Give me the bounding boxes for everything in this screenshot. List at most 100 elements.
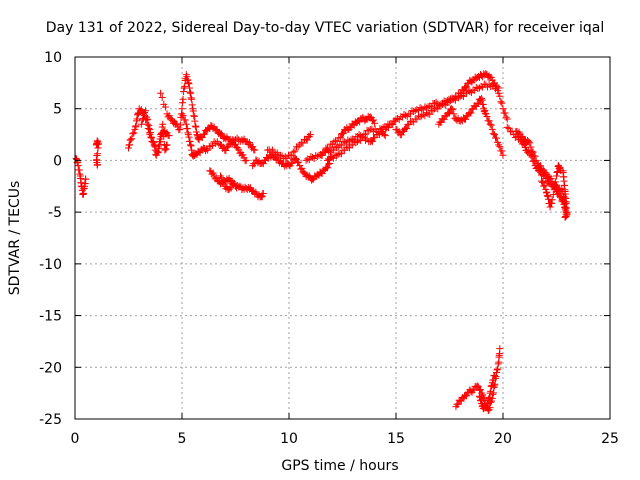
data-point <box>547 175 555 183</box>
data-point <box>180 88 188 96</box>
data-point <box>478 94 486 102</box>
data-point <box>418 105 426 113</box>
data-point <box>185 133 193 141</box>
data-point <box>475 392 483 400</box>
data-point <box>281 153 289 161</box>
data-point <box>541 182 549 190</box>
data-point <box>546 203 554 211</box>
data-point <box>496 92 504 100</box>
data-point <box>179 112 187 120</box>
data-point <box>158 94 166 102</box>
data-point <box>153 149 161 157</box>
data-point <box>484 399 492 407</box>
data-point <box>162 145 170 153</box>
data-point <box>187 94 195 102</box>
data-point <box>543 188 551 196</box>
data-point <box>179 99 187 107</box>
data-point <box>156 135 164 143</box>
data-point <box>426 110 434 118</box>
data-point <box>233 134 241 142</box>
data-point <box>485 117 493 125</box>
data-point <box>204 146 212 154</box>
data-point <box>562 213 570 221</box>
data-point <box>475 84 483 92</box>
data-point <box>142 107 150 115</box>
data-point <box>133 115 141 123</box>
data-point <box>276 151 284 159</box>
data-point <box>179 95 187 103</box>
data-point <box>543 192 551 200</box>
x-tick-label: 20 <box>494 431 512 447</box>
data-point <box>212 125 220 133</box>
data-point <box>137 120 145 128</box>
data-point <box>183 73 191 81</box>
data-point <box>181 82 189 90</box>
data-point <box>496 143 504 151</box>
data-point <box>145 122 153 130</box>
data-point <box>138 116 146 124</box>
data-point <box>479 100 487 108</box>
data-point <box>185 80 193 88</box>
data-point <box>538 177 546 185</box>
data-point <box>218 174 226 182</box>
data-point <box>227 184 235 192</box>
data-point <box>283 154 291 162</box>
data-point <box>212 139 220 147</box>
data-point <box>482 404 490 412</box>
data-point <box>130 129 138 137</box>
data-point <box>129 130 137 138</box>
data-point <box>259 190 267 198</box>
data-point <box>187 89 195 97</box>
data-point <box>127 136 135 144</box>
data-point <box>486 120 494 128</box>
data-point <box>544 195 552 203</box>
data-point <box>94 144 102 152</box>
data-point <box>155 145 163 153</box>
data-point <box>498 147 506 155</box>
x-axis-label: GPS time / hours <box>281 458 398 474</box>
data-point <box>341 138 349 146</box>
data-point <box>165 132 173 140</box>
data-point <box>550 182 558 190</box>
data-point <box>126 141 134 149</box>
data-point <box>502 113 510 121</box>
data-point <box>449 106 457 114</box>
data-point <box>503 115 511 123</box>
data-point <box>473 382 481 390</box>
data-point <box>76 170 84 178</box>
data-point <box>531 152 539 160</box>
data-point <box>302 156 310 164</box>
data-point <box>422 109 430 117</box>
data-point <box>345 144 353 152</box>
data-point <box>368 137 376 145</box>
data-point <box>528 147 536 155</box>
data-point <box>75 166 83 174</box>
data-point <box>148 134 156 142</box>
data-point <box>487 387 495 395</box>
data-point <box>234 144 242 152</box>
data-point <box>187 141 195 149</box>
data-point <box>306 131 314 139</box>
data-point <box>161 103 169 111</box>
data-point <box>477 396 485 404</box>
data-point <box>385 124 393 132</box>
data-point <box>376 125 384 133</box>
chart-title: Day 131 of 2022, Sidereal Day-to-day VTE… <box>46 20 604 36</box>
x-tick-label: 15 <box>387 431 405 447</box>
data-point <box>337 141 345 149</box>
data-point <box>488 125 496 133</box>
data-point <box>191 122 199 130</box>
data-point <box>161 146 169 154</box>
x-tick-label: 25 <box>601 431 619 447</box>
data-point <box>239 151 247 159</box>
data-point <box>463 83 471 91</box>
data-point <box>555 162 563 170</box>
data-point <box>191 117 199 125</box>
data-point <box>272 151 280 159</box>
data-point <box>489 376 497 384</box>
data-point <box>381 132 389 140</box>
data-point <box>186 138 194 146</box>
data-point <box>403 124 411 132</box>
data-point <box>400 111 408 119</box>
data-point <box>189 107 197 115</box>
